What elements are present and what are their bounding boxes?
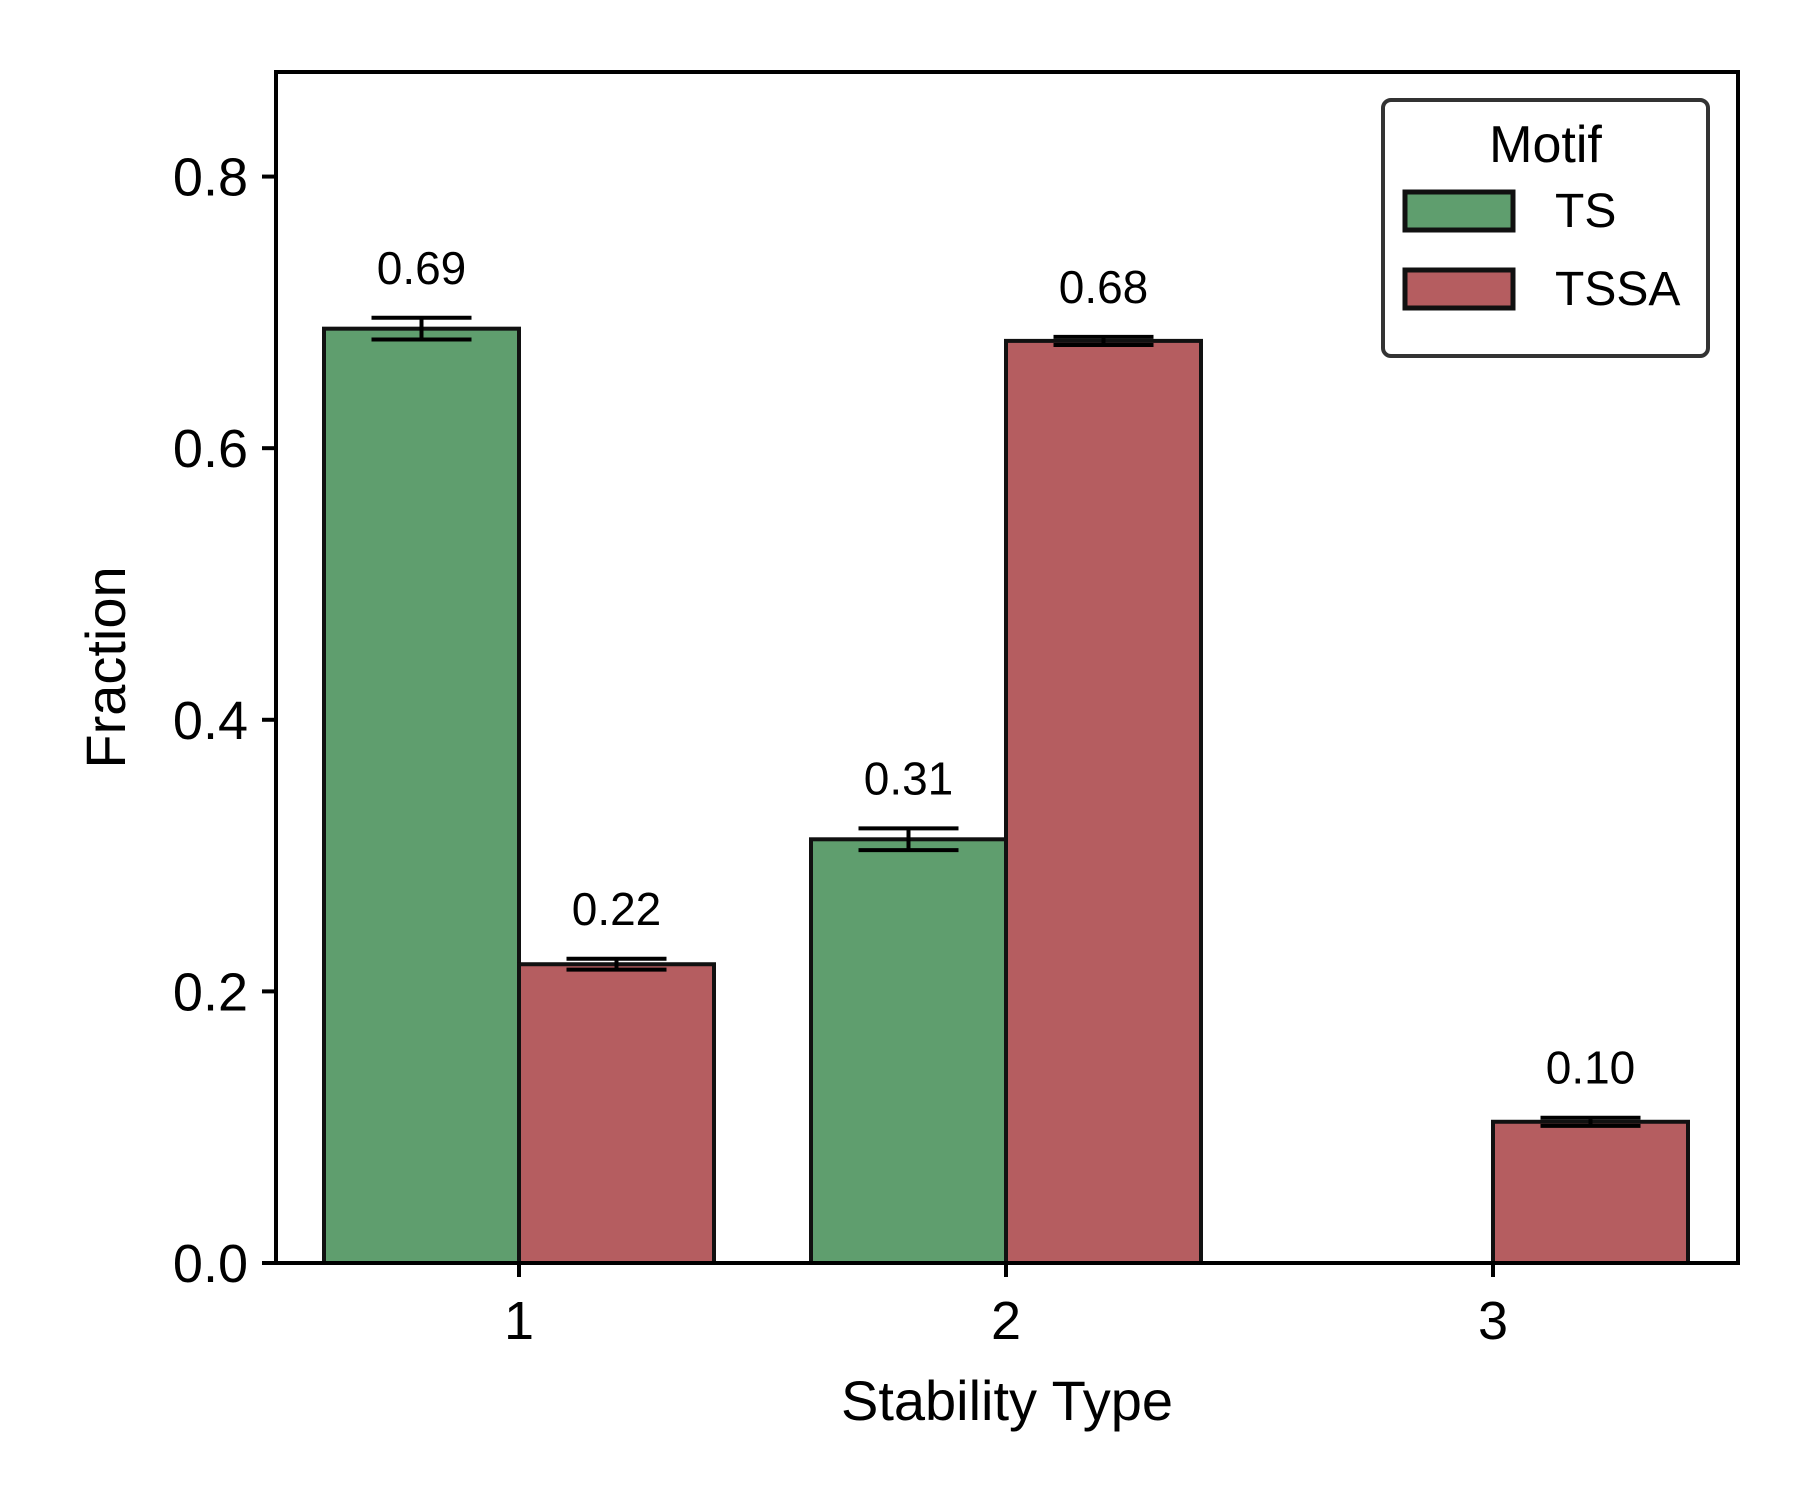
x-tick-label-1: 1 (504, 1291, 534, 1351)
legend-swatch-ts (1402, 189, 1516, 233)
x-tick-label-2: 2 (991, 1291, 1021, 1351)
error-bar-tssa-1 (566, 956, 667, 972)
x-axis-title: Stability Type (841, 1369, 1173, 1432)
y-tick-label-0.2: 0.2 (173, 962, 248, 1022)
y-tick-label-0.6: 0.6 (173, 419, 248, 479)
legend-item-tssa: TSSA (1402, 263, 1680, 316)
error-bar-tssa-3 (1540, 1115, 1641, 1128)
bar-tssa-2 (1004, 338, 1203, 1265)
y-axis: 0.0 0.2 0.4 0.6 0.8 (173, 148, 276, 1294)
error-bar-ts-1 (371, 315, 472, 342)
error-bar-tssa-2 (1053, 334, 1154, 347)
data-labels-layer: 0.69 0.31 0.22 0.68 0.10 (377, 242, 1636, 1094)
data-label-tssa-3: 0.10 (1546, 1042, 1636, 1094)
x-axis: 1 2 3 (504, 1263, 1508, 1351)
legend-label-ts: TS (1555, 185, 1616, 238)
data-label-ts-1: 0.69 (377, 242, 467, 294)
x-tick-label-3: 3 (1478, 1291, 1508, 1351)
bar-ts-1 (322, 326, 521, 1266)
bar-tssa-3 (1491, 1119, 1690, 1265)
legend-swatch-tssa (1402, 267, 1516, 311)
bars-layer (322, 326, 1690, 1266)
legend: Motif TS TSSA (1381, 98, 1710, 358)
bar-tssa-1 (517, 962, 716, 1265)
legend-items: TS TSSA (1402, 185, 1680, 316)
bar-ts-2 (809, 837, 1008, 1266)
data-label-ts-2: 0.31 (864, 752, 954, 804)
error-bar-ts-2 (858, 826, 959, 853)
data-label-tssa-1: 0.22 (572, 883, 662, 935)
y-tick-label-0.8: 0.8 (173, 148, 248, 208)
legend-title: Motif (1489, 116, 1602, 174)
error-bars-layer (371, 315, 1641, 1128)
y-tick-label-0.0: 0.0 (173, 1234, 248, 1294)
y-tick-label-0.4: 0.4 (173, 691, 248, 751)
legend-item-ts: TS (1402, 185, 1616, 238)
y-axis-title: Fraction (74, 566, 137, 768)
legend-label-tssa: TSSA (1555, 263, 1680, 316)
data-label-tssa-2: 0.68 (1059, 261, 1149, 313)
